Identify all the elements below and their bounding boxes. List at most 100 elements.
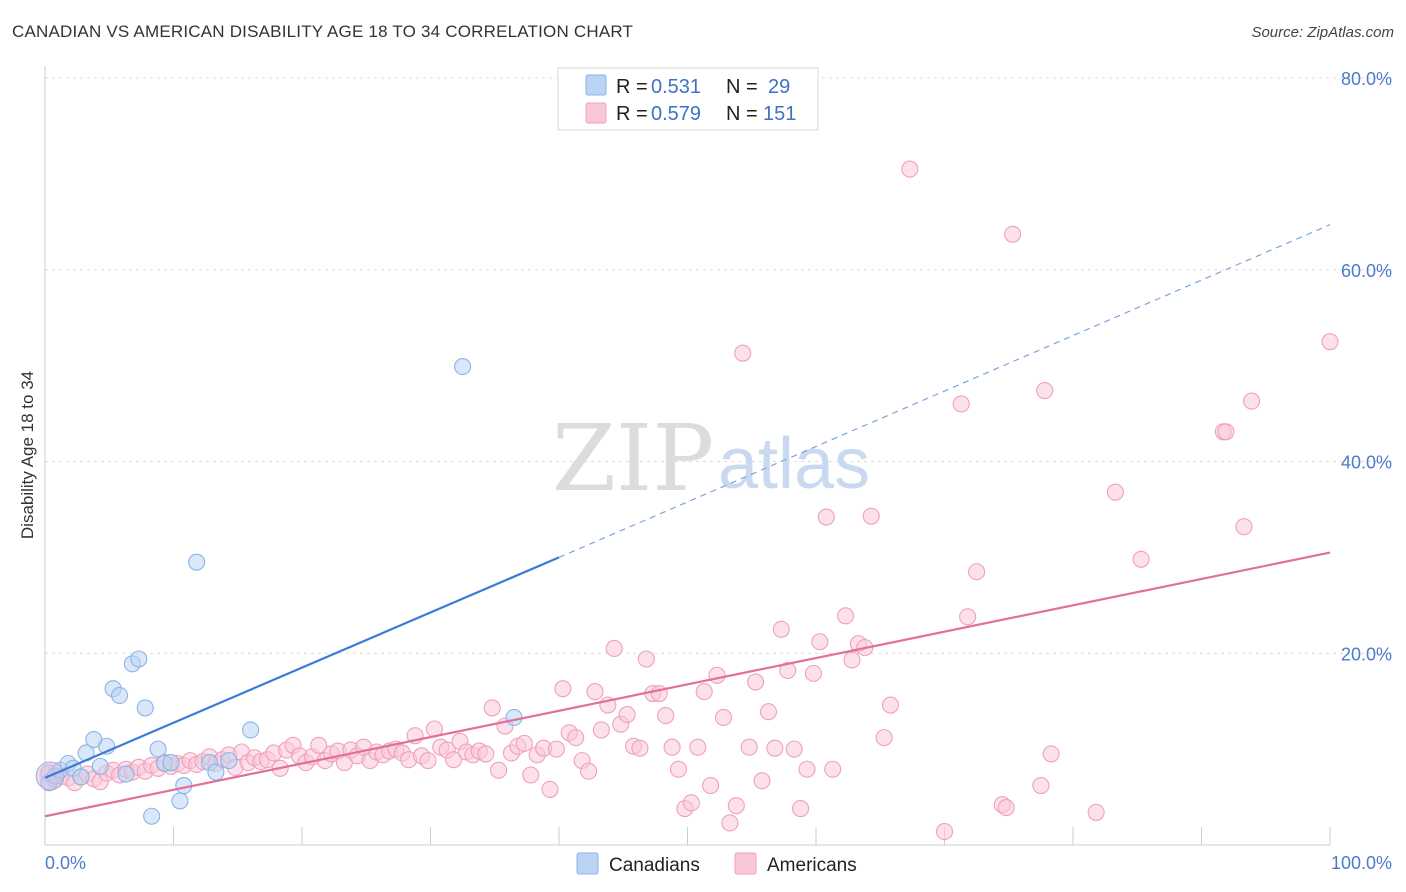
- americans-point-119: [804, 664, 822, 682]
- americans-point-137: [1004, 225, 1022, 243]
- y-tick-label-40: 40.0%: [1341, 453, 1392, 473]
- bottom-legend-americans: Americans: [767, 855, 857, 876]
- canadians-point-22: [188, 553, 206, 571]
- legend: R = 0.531 N = 29 R = 0.579 N = 151: [557, 67, 819, 131]
- canadians-trend-line: [44, 556, 560, 779]
- bottom-legend-swatch-canadians: [576, 852, 599, 875]
- americans-point-146: [1235, 518, 1253, 536]
- americans-point-136: [997, 799, 1015, 817]
- americans-trend-line: [44, 551, 1331, 818]
- watermark-zip: ZIP: [552, 405, 714, 512]
- source-label: Source: ZipAtlas.com: [1251, 24, 1394, 41]
- americans-point-121: [817, 508, 835, 526]
- legend-swatch-americans: [585, 102, 607, 124]
- legend-n-canadians: 29: [768, 76, 790, 98]
- americans-points: [40, 160, 1339, 841]
- americans-point-122: [824, 760, 842, 778]
- americans-point-74: [515, 734, 533, 752]
- americans-point-107: [727, 797, 745, 815]
- americans-point-145: [1217, 423, 1235, 441]
- americans-point-98: [669, 760, 688, 778]
- americans-point-111: [753, 772, 771, 790]
- americans-point-133: [959, 608, 977, 626]
- americans-point-79: [547, 740, 565, 758]
- legend-r-label-canadians: R =: [616, 76, 648, 98]
- americans-point-142: [1106, 483, 1124, 501]
- canadians-point-8: [91, 757, 109, 775]
- americans-point-128: [875, 729, 893, 747]
- americans-point-92: [631, 739, 649, 757]
- americans-point-106: [721, 814, 739, 832]
- americans-point-102: [695, 683, 713, 701]
- legend-swatch-canadians: [585, 74, 607, 96]
- y-tick-labels: 20.0% 40.0% 60.0% 80.0%: [1341, 69, 1392, 664]
- americans-point-147: [1243, 392, 1261, 410]
- legend-n-label-americans: N =: [726, 103, 758, 125]
- americans-point-117: [792, 800, 810, 818]
- americans-point-132: [952, 395, 970, 413]
- americans-point-138: [1032, 777, 1050, 795]
- americans-point-68: [477, 745, 495, 763]
- grid: [45, 77, 1392, 654]
- americans-point-85: [586, 683, 604, 701]
- canadians-point-14: [130, 650, 148, 668]
- canadians-point-11: [110, 686, 129, 704]
- canadians-trend-extension: [558, 224, 1331, 558]
- trend-lines: [44, 224, 1331, 818]
- americans-point-70: [490, 761, 508, 779]
- americans-point-97: [663, 738, 681, 756]
- americans-point-95: [650, 684, 668, 703]
- americans-point-82: [567, 729, 585, 747]
- legend-r-americans: 0.579: [651, 103, 701, 125]
- canadians-point-28: [505, 708, 523, 727]
- canadians-point-19: [162, 753, 180, 772]
- americans-point-100: [682, 794, 700, 812]
- legend-r-label-americans: R =: [616, 103, 648, 125]
- americans-point-109: [740, 738, 758, 756]
- canadians-point-25: [220, 752, 238, 770]
- americans-point-123: [837, 607, 855, 625]
- americans-point-69: [483, 699, 501, 717]
- canadians-point-15: [136, 699, 154, 717]
- americans-point-148: [1321, 333, 1339, 351]
- americans-point-78: [541, 780, 559, 798]
- americans-point-140: [1042, 745, 1060, 763]
- legend-n-americans: 151: [763, 103, 796, 125]
- legend-n-label-canadians: N =: [726, 76, 758, 98]
- watermark-atlas: atlas: [718, 424, 870, 504]
- americans-point-80: [554, 680, 572, 698]
- americans-point-59: [419, 752, 437, 770]
- americans-point-118: [798, 760, 816, 778]
- americans-point-116: [785, 740, 803, 758]
- americans-point-88: [605, 639, 623, 658]
- americans-point-75: [522, 766, 540, 784]
- americans-point-113: [766, 739, 784, 757]
- americans-point-124: [843, 651, 861, 669]
- x-tick-label-100: 100.0%: [1331, 853, 1392, 873]
- canadians-point-24: [207, 763, 225, 781]
- y-tick-label-80: 80.0%: [1341, 69, 1392, 89]
- legend-r-canadians: 0.531: [651, 76, 701, 98]
- chart-title: CANADIAN VS AMERICAN DISABILITY AGE 18 T…: [12, 22, 634, 41]
- americans-point-112: [759, 703, 778, 721]
- canadians-point-12: [117, 765, 135, 783]
- americans-point-115: [779, 661, 797, 680]
- americans-point-108: [734, 344, 752, 362]
- americans-point-143: [1132, 550, 1150, 568]
- americans-point-120: [811, 633, 829, 651]
- americans-point-105: [714, 708, 733, 727]
- americans-point-127: [862, 507, 880, 525]
- americans-point-114: [772, 620, 790, 638]
- americans-point-90: [618, 706, 636, 724]
- americans-point-86: [592, 721, 610, 739]
- x-tick-label-0: 0.0%: [45, 853, 86, 873]
- americans-point-63: [445, 751, 463, 769]
- americans-point-141: [1087, 803, 1105, 821]
- americans-point-129: [881, 696, 900, 714]
- y-tick-label-20: 20.0%: [1341, 644, 1392, 664]
- americans-point-84: [580, 762, 598, 780]
- axes: [44, 66, 1331, 846]
- bottom-legend: Canadians Americans: [576, 852, 857, 876]
- americans-point-139: [1036, 382, 1054, 400]
